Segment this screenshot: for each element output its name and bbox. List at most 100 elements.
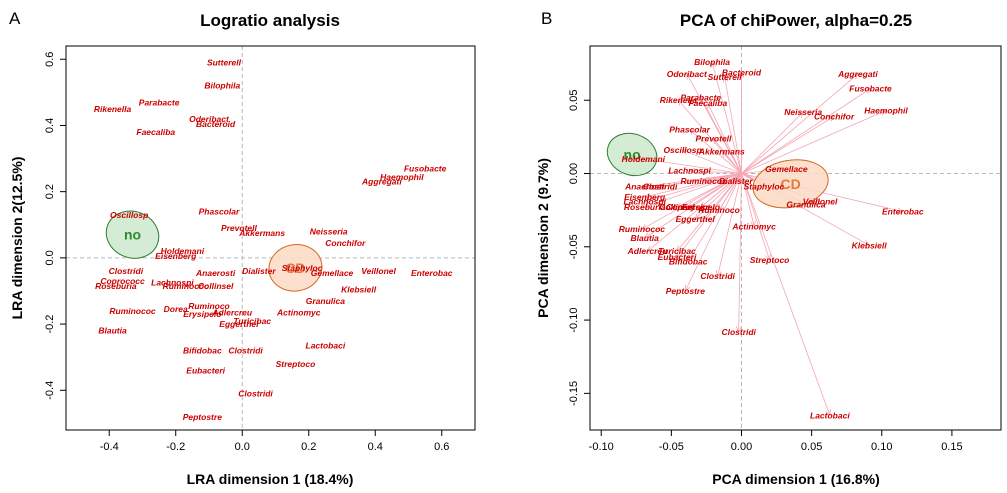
panel-b-point-label: Bacteroid (722, 67, 762, 77)
panel-b-point-label: Neisseria (784, 107, 822, 117)
panel-b-arrow (644, 173, 742, 239)
panel-b-arrowhead (659, 182, 667, 189)
panel-a-point-label: Neisseria (310, 226, 348, 236)
panel-b-arrow (647, 173, 742, 252)
panel-b-point-label: Klebsiell (852, 240, 888, 250)
panel-b-arrowhead (700, 96, 706, 104)
panel-a-point-label: Peptostre (183, 412, 222, 422)
panel-a-point-label: Bifidobac (183, 346, 222, 356)
panel-a-point-label: Clostridi (109, 266, 144, 276)
panel-b-arrowhead (896, 207, 904, 214)
panel-a-point-label: Eubacteri (186, 365, 225, 375)
panel-b-point-label: Eubacteri (658, 252, 697, 262)
panel-b-arrow (741, 88, 871, 174)
panel-b-arrowhead (686, 73, 692, 80)
panel-a-x-tick-label: -0.4 (100, 441, 119, 453)
panel-a-point-label: Ruminoco (188, 301, 230, 311)
panel-a-point-label: Clostridi (238, 389, 273, 399)
panel-a-point-label: Fusobacte (404, 163, 447, 173)
panel-b-x-tick-label: 0.05 (801, 441, 822, 453)
panel-a-x-tick-label: 0.4 (368, 441, 383, 453)
panel-a-y-tick-label: -0.4 (44, 381, 56, 400)
panel-b-arrowhead (643, 202, 651, 209)
panel-b-arrow (685, 173, 742, 291)
panel-b-arrow (741, 173, 831, 416)
panel-b-arrowhead (694, 213, 702, 220)
panel-a-point-labels: Sutterell Bilophila Parabacte Rikenella Oder… (94, 58, 453, 422)
panel-a-x-tick-label: -0.2 (166, 441, 185, 453)
panel-b-arrowhead (677, 99, 685, 107)
panel-b-point-label: Streptoco (750, 255, 790, 265)
panel-b-arrow (676, 173, 742, 258)
panel-b-point-label: Turicibac (658, 246, 696, 256)
panel-b-point-label: Eisenberg (624, 192, 666, 202)
panel-a-point-label: Conchifor (325, 238, 366, 248)
panel-b-arrow (741, 111, 804, 174)
panel-b-arrow (689, 129, 742, 174)
panel-b-x-tick-label: -0.10 (589, 441, 614, 453)
panel-b-point-label: Akkermans (698, 147, 745, 157)
panel-a-point-label: Enterobac (411, 268, 453, 278)
panel-a-x-tick-label: 0.0 (235, 441, 250, 453)
panel-a-point-label: Clostridi (228, 346, 263, 356)
panel-b-arrowhead (643, 197, 651, 203)
panel-a-y-tick-label: -0.2 (44, 315, 56, 334)
panel-b-arrowhead (721, 150, 728, 158)
panel-b-arrow (676, 173, 742, 252)
panel-a-point-label: Akkermans (238, 228, 285, 238)
panel-b-point-label: Veillonel (803, 196, 838, 206)
panel-b-arrowhead (684, 284, 691, 292)
panel-b-arrowhead (828, 115, 835, 122)
panel-b-point-label: Collinsel (659, 202, 695, 212)
panel-b-arrow (711, 62, 742, 174)
panel-b-groups: no CD (606, 132, 829, 209)
panel-b-arrowhead (712, 137, 720, 145)
panel-b-arrowhead (722, 75, 729, 83)
panel-a-x-axis-label: LRA dimension 1 (18.4%) (187, 471, 354, 487)
panel-a-group-ellipse-cd (268, 244, 323, 292)
panel-b-arrowhead (750, 220, 756, 228)
panel-b-point-label: Clostridi (721, 327, 756, 337)
panel-a-point-label: Adlercreu (211, 307, 252, 317)
panel-b-point-label: Actinomyc (731, 221, 776, 231)
panel-b-group-ellipse-cd (752, 159, 829, 209)
panel-b-arrowhead (641, 224, 648, 230)
panel-b-arrow (713, 138, 742, 174)
panel-b-arrow (641, 173, 742, 230)
panel-b-point-label: Faecaliba (688, 98, 727, 108)
panel-a-point-label: Roseburia (95, 281, 137, 291)
panel-b-group-label-no: no (624, 146, 641, 162)
panel-b-arrowhead (797, 111, 804, 118)
panel-a-point-label: Haemophil (380, 172, 424, 182)
panel-b-point-label: Odoribact (667, 69, 708, 79)
panel-b-point-label: Eggerthel (676, 214, 716, 224)
panel-a-point-label: Granulica (306, 296, 345, 306)
panel-b-x-tick-label: 0.00 (731, 441, 752, 453)
panel-b-arrowhead (710, 61, 717, 69)
panel-b-arrow (717, 173, 742, 277)
panel-a-point-label: Phascolar (199, 207, 240, 217)
panel-b-point-label: Phascolar (669, 125, 710, 135)
panel-b-arrowhead (715, 270, 722, 278)
panel-a-point-label: Rikenella (94, 104, 132, 114)
panel-a-point-label: Sutterell (207, 58, 242, 68)
panel-a-groups: no CD (105, 210, 323, 292)
panel-b-group-label-cd: CD (780, 176, 800, 192)
panel-a-point-label: Actinomyc (276, 307, 321, 317)
panel-a-point-label: Prevotell (221, 223, 258, 233)
panel-b-x-axis: -0.10 -0.05 0.00 0.05 0.10 0.15 (589, 429, 963, 453)
panel-a-point-label: Staphyloc (282, 263, 323, 273)
panel-b-point-label: Blautia (631, 233, 660, 243)
panel-b-title: PCA of chiPower, alpha=0.25 (680, 11, 912, 30)
panel-a-point-label: Coprococc (100, 276, 145, 286)
panel-b-arrow (644, 173, 742, 188)
panel-b-arrows (641, 61, 904, 417)
panel-b-point-label: Enterobac (882, 207, 924, 217)
panel-b-arrow (707, 102, 742, 174)
panel-a-point-label: Streptoco (276, 359, 316, 369)
panel-b-group-ellipse-no (606, 132, 658, 177)
panel-a-x-axis: -0.4 -0.2 0.0 0.2 0.4 0.6 (100, 429, 449, 453)
panel-b-arrow (724, 76, 742, 174)
panel-a-point-label: Ruminococ (109, 306, 156, 316)
